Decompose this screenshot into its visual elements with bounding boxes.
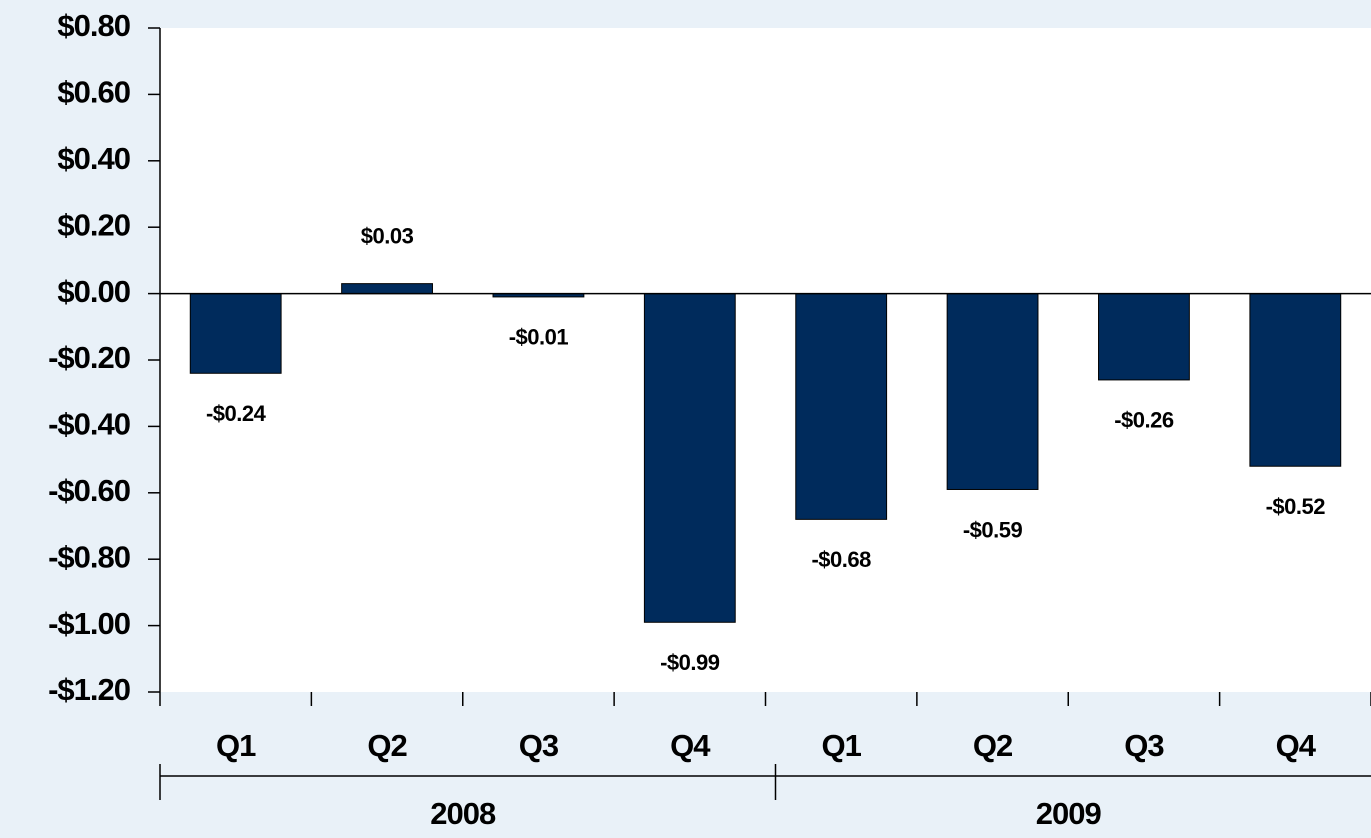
x-tick-label: Q1 [822, 728, 862, 763]
group-label: 2008 [430, 796, 496, 831]
value-label: -$0.59 [963, 517, 1023, 542]
value-label: -$0.01 [509, 325, 569, 350]
value-label: -$0.68 [811, 547, 871, 572]
x-tick-label: Q2 [973, 728, 1012, 763]
group-label: 2009 [1036, 796, 1102, 831]
y-tick-label: -$0.40 [48, 407, 130, 442]
y-tick-label: -$0.20 [48, 340, 130, 375]
value-label: -$0.99 [660, 650, 720, 675]
y-tick-label: -$0.60 [48, 473, 130, 508]
bar [1249, 293, 1342, 467]
x-tick-label: Q2 [367, 728, 406, 763]
y-tick-label: $0.20 [57, 207, 130, 242]
bar [643, 293, 736, 623]
bar [341, 283, 433, 295]
y-tick-label: $0.40 [57, 141, 130, 176]
y-tick-label: -$1.20 [48, 672, 130, 707]
value-label: -$0.52 [1266, 494, 1326, 519]
y-tick-label: -$0.80 [48, 539, 130, 574]
bar [795, 293, 888, 520]
value-label: $0.03 [361, 223, 414, 248]
y-tick-label: -$1.00 [48, 606, 130, 641]
x-tick-label: Q4 [1276, 728, 1317, 763]
y-tick-label: $0.00 [57, 274, 130, 309]
x-tick-label: Q4 [670, 728, 711, 763]
x-tick-label: Q3 [1124, 728, 1164, 763]
bar [1098, 293, 1190, 381]
value-label: -$0.24 [206, 401, 267, 426]
value-label: -$0.26 [1114, 408, 1174, 433]
x-tick-label: Q3 [519, 728, 559, 763]
bar [189, 293, 282, 374]
bar [946, 293, 1039, 490]
y-tick-label: $0.80 [57, 8, 130, 43]
x-tick-label: Q1 [216, 728, 256, 763]
y-tick-label: $0.60 [57, 75, 130, 110]
